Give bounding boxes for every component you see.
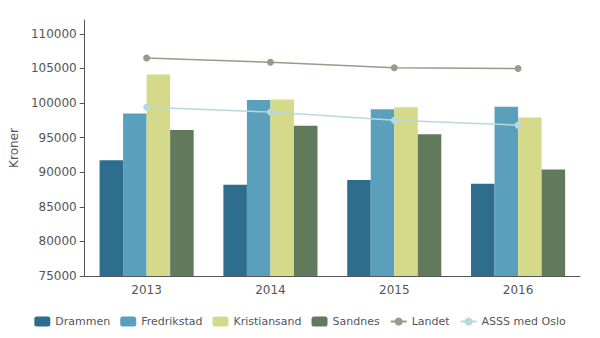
svg-text:2014: 2014 — [255, 283, 286, 297]
svg-text:Fredrikstad: Fredrikstad — [141, 315, 202, 328]
svg-text:75000: 75000 — [39, 269, 77, 283]
svg-text:Kristiansand: Kristiansand — [233, 315, 301, 328]
svg-text:80000: 80000 — [39, 234, 77, 248]
svg-text:ASSS med Oslo: ASSS med Oslo — [482, 315, 566, 328]
svg-text:Kroner: Kroner — [7, 128, 21, 168]
svg-text:Landet: Landet — [412, 315, 451, 328]
svg-text:Drammen: Drammen — [55, 315, 110, 328]
svg-text:2015: 2015 — [379, 283, 410, 297]
svg-text:90000: 90000 — [39, 165, 77, 179]
svg-text:Sandnes: Sandnes — [333, 315, 380, 328]
svg-text:85000: 85000 — [39, 200, 77, 214]
svg-text:2013: 2013 — [131, 283, 162, 297]
svg-text:105000: 105000 — [31, 61, 77, 75]
svg-text:100000: 100000 — [31, 96, 77, 110]
svg-text:95000: 95000 — [39, 131, 77, 145]
svg-text:110000: 110000 — [31, 27, 77, 41]
svg-text:2016: 2016 — [503, 283, 534, 297]
